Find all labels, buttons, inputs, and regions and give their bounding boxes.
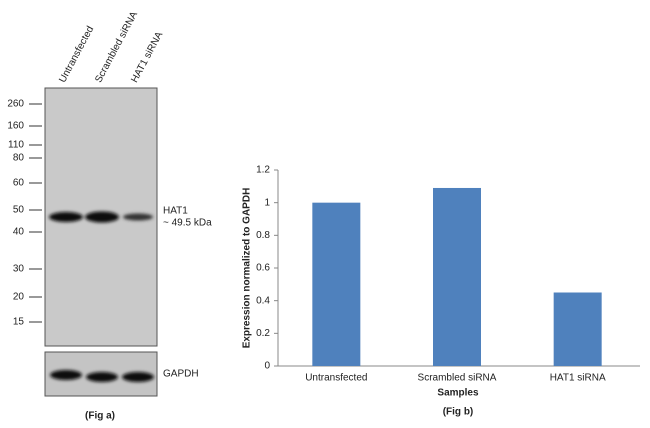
caption: (Fig b) xyxy=(443,407,474,418)
y-tick-label: 1 xyxy=(264,197,270,208)
bands xyxy=(49,211,154,382)
band xyxy=(50,370,82,380)
marker-label: 110 xyxy=(8,140,24,151)
x-tick-label: Untransfected xyxy=(305,373,367,384)
bar xyxy=(553,292,602,366)
lane-label: Untransfected xyxy=(57,25,96,85)
marker-label: 20 xyxy=(13,292,25,303)
band xyxy=(49,212,83,222)
y-tick-label: 1.2 xyxy=(256,165,270,176)
x-tick-label: Scrambled siRNA xyxy=(418,373,497,384)
y-tick-label: 0.2 xyxy=(256,328,270,339)
band xyxy=(85,211,119,223)
x-axis-label: Samples xyxy=(437,388,479,399)
band-size: ~ 49.5 kDa xyxy=(163,218,212,229)
band xyxy=(123,213,153,221)
y-axis-label: Expression normalized to GAPDH xyxy=(242,188,253,349)
band xyxy=(122,372,154,382)
marker-label: 60 xyxy=(13,178,25,189)
bar xyxy=(312,202,361,366)
x-tick-label: HAT1 siRNA xyxy=(550,373,606,384)
control-label: GAPDH xyxy=(163,369,199,380)
marker-label: 30 xyxy=(13,264,25,275)
bar xyxy=(433,187,481,366)
band-label: HAT1 xyxy=(163,206,188,217)
marker-label: 260 xyxy=(7,99,24,110)
y-tick-label: 0.8 xyxy=(256,230,270,241)
y-tick-label: 0.4 xyxy=(256,295,270,306)
y-tick-label: 0.6 xyxy=(256,263,270,274)
y-tick-label: 0 xyxy=(264,361,270,372)
marker-label: 15 xyxy=(13,317,25,328)
marker-label: 50 xyxy=(13,205,25,216)
marker-label: 80 xyxy=(13,153,25,164)
lane-label: HAT1 siRNA xyxy=(129,30,165,85)
marker-label: 40 xyxy=(13,227,25,238)
marker-label: 160 xyxy=(7,121,24,132)
band xyxy=(86,372,118,382)
caption: (Fig a) xyxy=(85,411,115,422)
